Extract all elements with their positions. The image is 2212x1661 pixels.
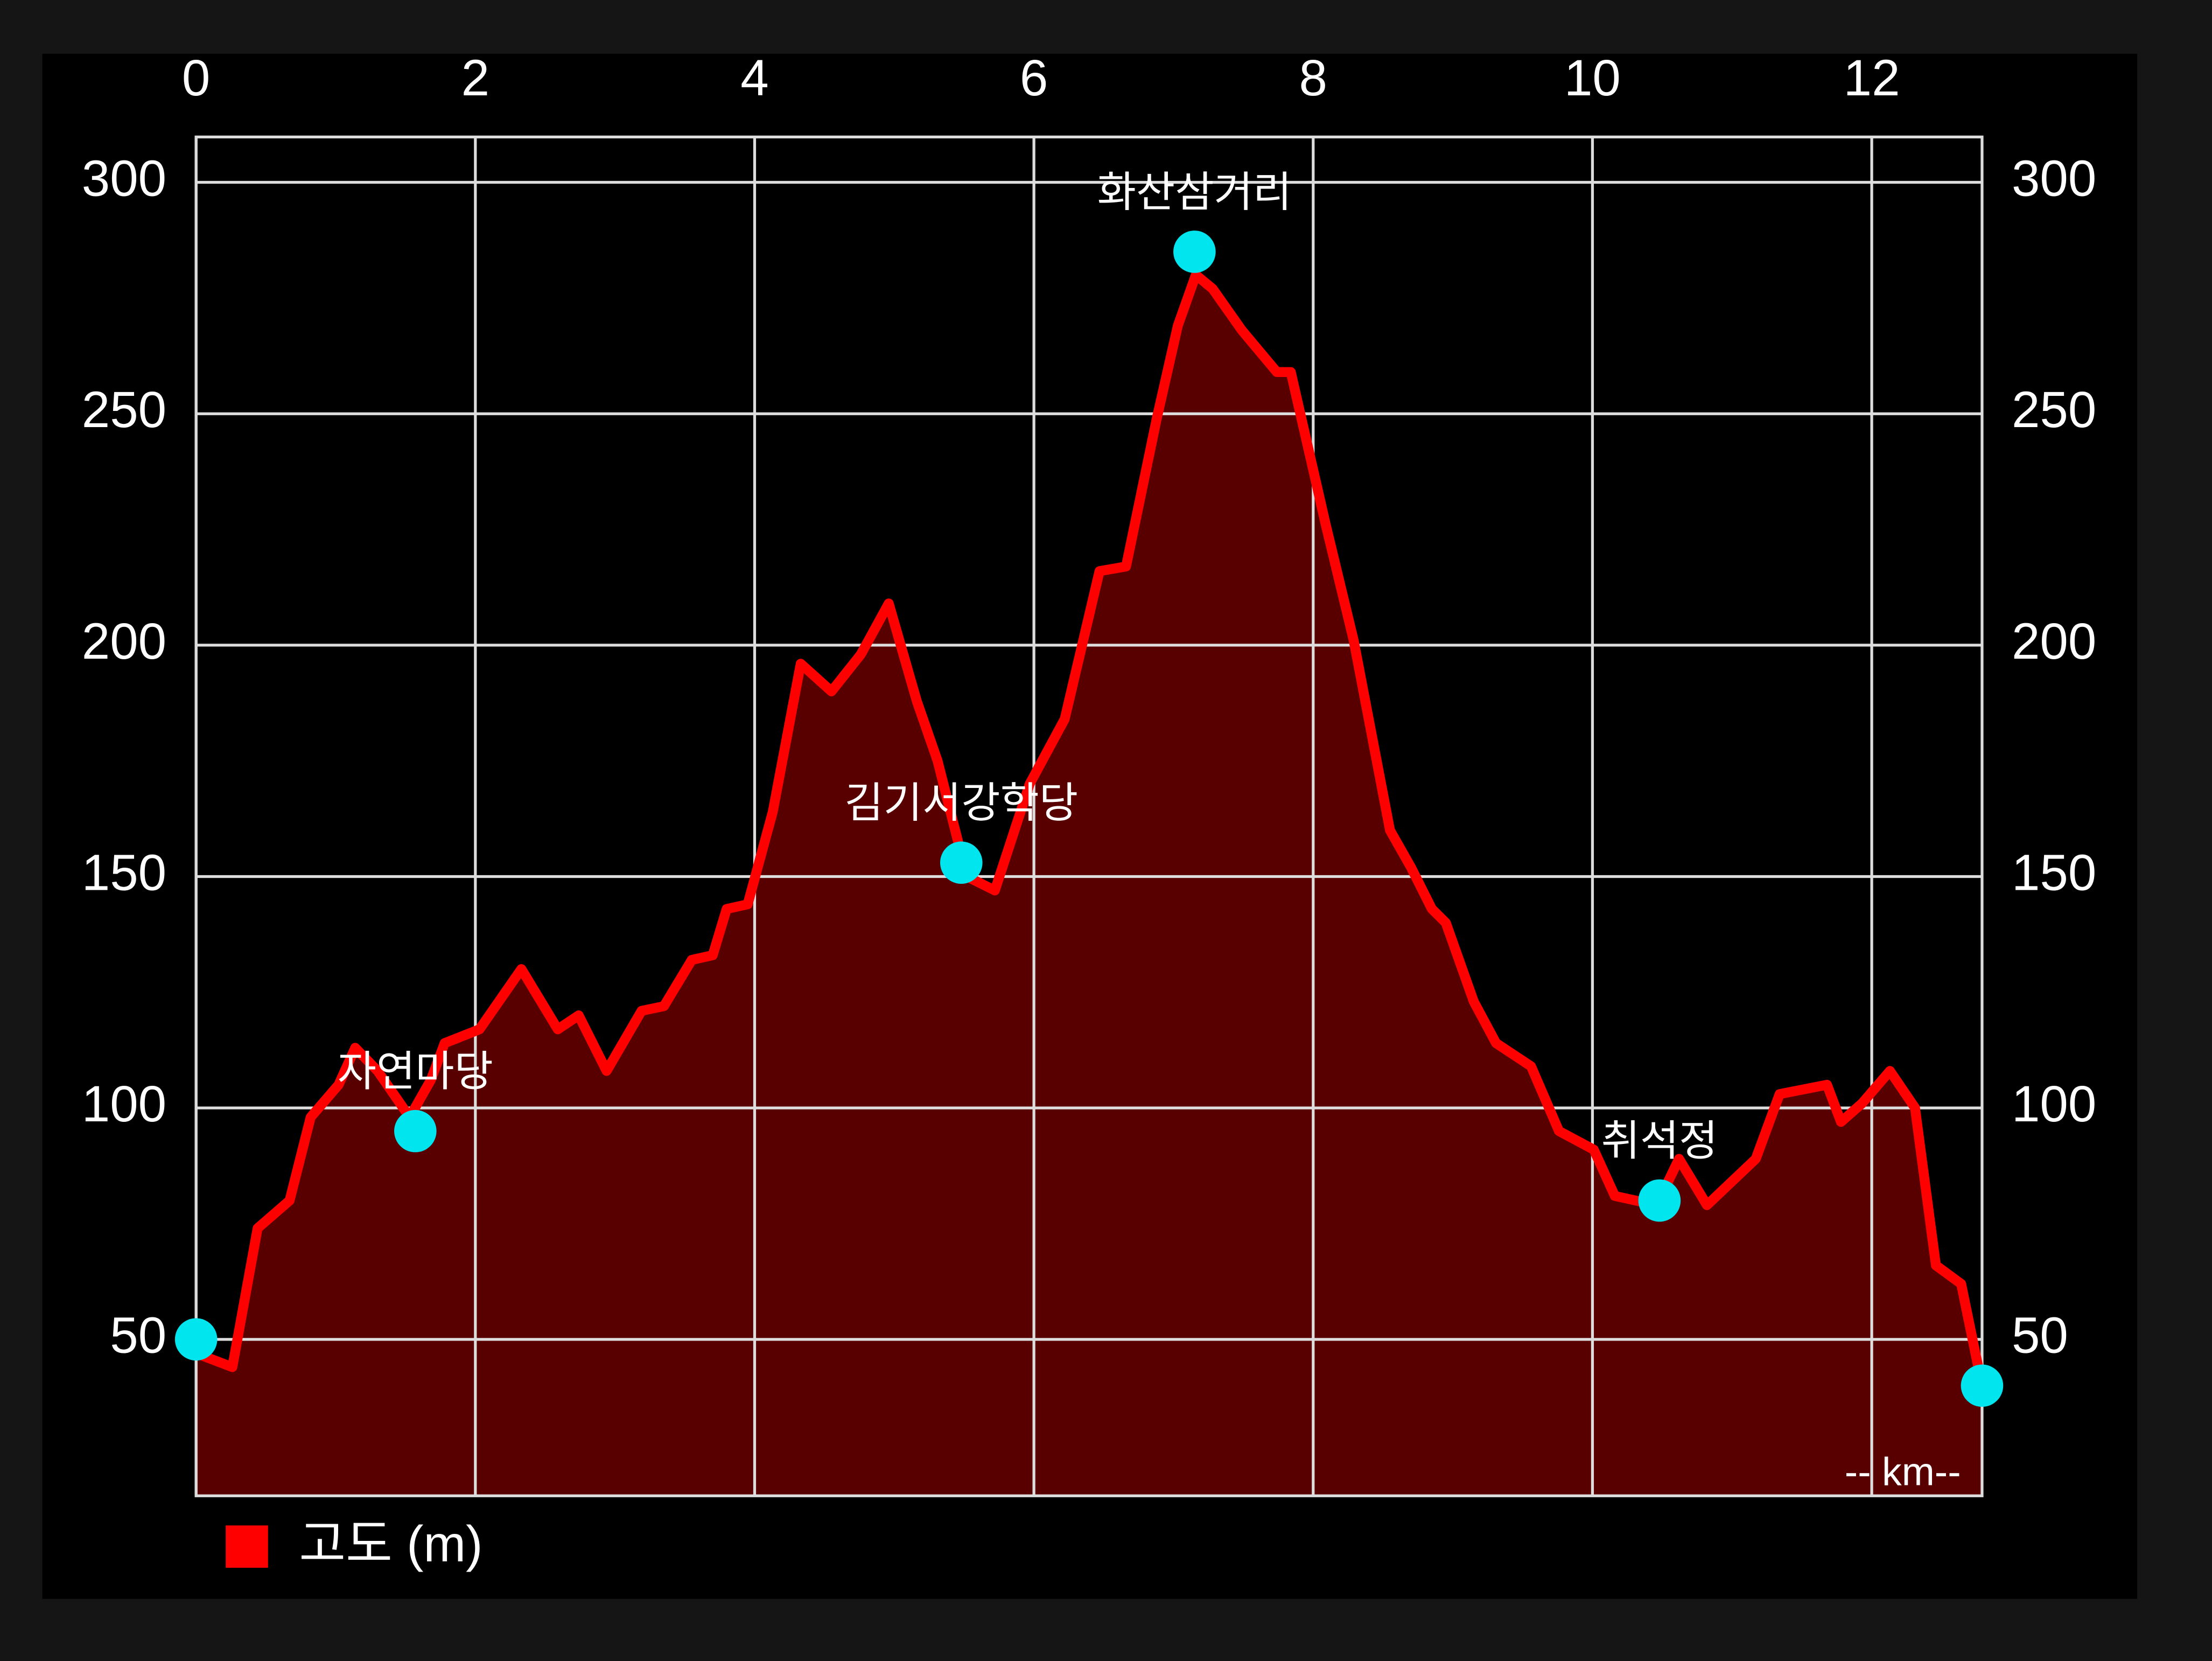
x-tick-label: 8 <box>1299 50 1327 106</box>
y-tick-label: 250 <box>82 381 166 438</box>
y2-tick-label: 300 <box>2012 150 2096 206</box>
y2-tick-label: 50 <box>2012 1307 2068 1364</box>
y2-tick-label: 200 <box>2012 613 2096 669</box>
y-tick-label: 200 <box>82 613 166 669</box>
x-unit-label: -- km-- <box>1845 1449 1961 1493</box>
waypoint <box>940 841 983 884</box>
waypoint <box>1638 1179 1681 1222</box>
x-tick-label: 0 <box>182 50 210 106</box>
waypoint-label: 김기서강학당 <box>844 779 1078 827</box>
waypoint <box>174 1318 218 1361</box>
waypoint <box>1173 231 1216 273</box>
waypoint-label: 취석정 <box>1601 1117 1718 1164</box>
y-tick-label: 100 <box>82 1076 166 1132</box>
legend-label: 고도 (m) <box>299 1516 482 1572</box>
y-tick-label: 300 <box>82 150 166 206</box>
line <box>191 270 1987 1391</box>
y-tick-label: 50 <box>110 1307 166 1364</box>
y2-tick-label: 250 <box>2012 381 2096 438</box>
x-tick-label: 10 <box>1564 50 1621 106</box>
x-tick-label: 6 <box>1020 50 1048 106</box>
y2-tick-label: 100 <box>2012 1076 2096 1132</box>
waypoint <box>394 1109 437 1153</box>
x-tick-label: 4 <box>740 50 768 106</box>
legend-swatch <box>226 1525 268 1568</box>
waypoint-label: 자연마당 <box>338 1048 493 1095</box>
x-tick-label: 12 <box>1844 50 1900 106</box>
y2-tick-label: 150 <box>2012 844 2096 901</box>
waypoint <box>1961 1364 2004 1407</box>
area <box>196 275 1982 1496</box>
x-tick-label: 2 <box>461 50 489 106</box>
waypoint-label: 화산삼거리 <box>1097 168 1292 215</box>
y-tick-label: 150 <box>82 844 166 901</box>
